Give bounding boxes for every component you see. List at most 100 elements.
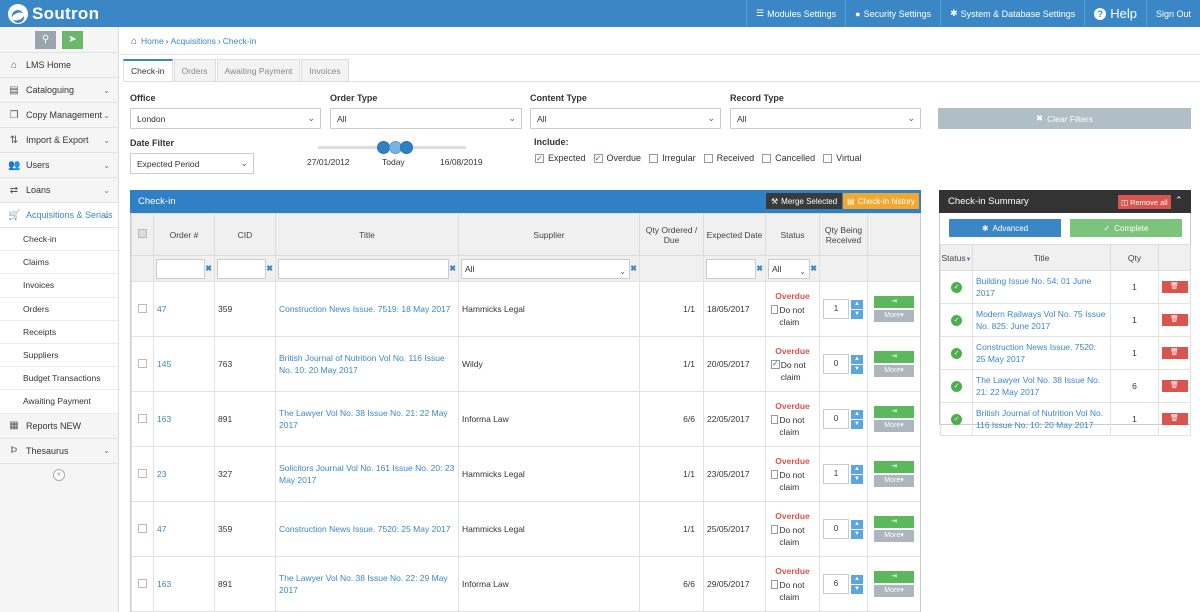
checkbox[interactable] <box>762 153 772 163</box>
quantity-input[interactable]: 0 <box>823 354 849 374</box>
order-type-select[interactable]: All ⌄ <box>330 108 522 129</box>
help-link[interactable]: ? Help <box>1084 0 1146 27</box>
search-button[interactable]: ⚲ <box>35 30 56 49</box>
date-filter-input[interactable] <box>706 258 756 279</box>
clear-filters-button[interactable]: ✖ Clear Filters <box>938 108 1191 129</box>
cid-filter-input[interactable] <box>217 258 266 279</box>
column-header[interactable]: Expected Date <box>703 213 766 256</box>
receive-button[interactable]: ⇥ <box>874 351 914 363</box>
breadcrumb-current[interactable]: Check-in <box>222 36 257 46</box>
decrement-icon[interactable]: ▼ <box>851 419 863 429</box>
sidebar-subitem-invoices[interactable]: Invoices <box>0 274 118 298</box>
announcement-button[interactable]: ➤ <box>62 30 83 49</box>
sidebar-item-acquisitions-serials[interactable]: 🛒 Acquisitions & Serials ⌄ <box>0 203 118 228</box>
do-not-claim-option[interactable]: Do not claim <box>769 524 816 548</box>
chevron-up-icon[interactable]: ⌃ <box>1175 195 1183 205</box>
quantity-input[interactable]: 0 <box>823 409 849 429</box>
increment-icon[interactable]: ▲ <box>851 354 863 364</box>
quantity-input[interactable]: 1 <box>823 299 849 319</box>
title-link[interactable]: British Journal of Nutrition Vol No. 116… <box>279 353 445 375</box>
checkbox[interactable]: ✓ <box>535 153 544 163</box>
sidebar-item-thesaurus[interactable]: Þ Thesaurus ⌄ <box>0 439 118 464</box>
row-checkbox[interactable] <box>138 358 147 368</box>
tab-awaiting-payment[interactable]: Awaiting Payment <box>216 59 301 81</box>
delete-button[interactable]: 🗑 <box>1161 380 1188 392</box>
row-checkbox[interactable] <box>138 578 147 588</box>
column-header[interactable]: Supplier <box>458 213 640 256</box>
checkbox[interactable] <box>771 469 779 479</box>
sidebar-item-import-export[interactable]: ⇅ Import & Export ⌄ <box>0 128 118 153</box>
checkbox[interactable]: ✓ <box>593 153 603 163</box>
content-type-select[interactable]: All ⌄ <box>530 108 721 129</box>
sidebar-item-cataloguing[interactable]: ▤ Cataloguing ⌄ <box>0 78 118 103</box>
slider-end-handle[interactable] <box>400 141 413 154</box>
column-header[interactable]: CID <box>214 213 276 256</box>
sidebar-item-users[interactable]: 👥 Users ⌄ <box>0 153 118 178</box>
column-header[interactable]: Qty Ordered / Due <box>639 213 704 256</box>
increment-icon[interactable]: ▲ <box>851 464 863 474</box>
summary-title-link[interactable]: The Lawyer Vol No. 38 Issue No. 21: 22 M… <box>976 375 1101 397</box>
more-button[interactable]: More▾ <box>874 420 914 432</box>
clear-icon[interactable]: ✖ <box>810 263 817 273</box>
checkbox[interactable] <box>823 153 833 163</box>
summary-title-link[interactable]: Building Issue No. 54: 01 June 2017 <box>976 276 1092 298</box>
breadcrumb-acquisitions[interactable]: Acquisitions <box>170 36 216 46</box>
order-link[interactable]: 163 <box>153 556 215 612</box>
summary-title-link[interactable]: British Journal of Nutrition Vol No. 116… <box>976 408 1104 430</box>
sidebar-item-copy-management[interactable]: ❐ Copy Management ⌄ <box>0 103 118 128</box>
checkbox[interactable] <box>649 153 659 163</box>
column-header[interactable]: Status <box>765 213 820 256</box>
increment-icon[interactable]: ▲ <box>851 574 863 584</box>
decrement-icon[interactable]: ▼ <box>851 309 863 319</box>
more-button[interactable]: More▾ <box>874 365 914 377</box>
tab-orders[interactable]: Orders <box>173 59 216 81</box>
receive-button[interactable]: ⇥ <box>874 296 914 308</box>
column-header[interactable]: Title <box>275 213 459 256</box>
delete-button[interactable]: 🗑 <box>1161 281 1188 293</box>
column-header[interactable]: Title <box>972 244 1111 271</box>
summary-title-link[interactable]: Modern Railways Vol No. 75 Issue No. 825… <box>976 309 1106 331</box>
sidebar-subitem-receipts[interactable]: Receipts <box>0 320 118 344</box>
order-link[interactable]: 163 <box>153 391 215 447</box>
breadcrumb-home[interactable]: Home <box>141 36 164 46</box>
security-settings-link[interactable]: ● Security Settings <box>845 0 940 27</box>
delete-button[interactable]: 🗑 <box>1161 347 1188 359</box>
sidebar-subitem-awaiting-payment[interactable]: Awaiting Payment <box>0 390 118 414</box>
sign-out-link[interactable]: Sign Out <box>1145 0 1200 27</box>
receive-button[interactable]: ⇥ <box>874 461 914 473</box>
column-header[interactable]: Status▼ <box>940 244 973 271</box>
supplier-filter-select[interactable]: All ⌄ <box>461 258 630 279</box>
summary-title-link[interactable]: Construction News Issue. 7520: 25 May 20… <box>976 342 1097 364</box>
more-button[interactable]: More▾ <box>874 310 914 322</box>
column-header[interactable]: Qty <box>1110 244 1159 271</box>
column-header[interactable]: Order # <box>153 213 215 256</box>
decrement-icon[interactable]: ▼ <box>851 584 863 594</box>
checkbox[interactable] <box>771 579 779 589</box>
checkin-history-button[interactable]: ▤ Check-in history <box>843 193 919 209</box>
row-checkbox[interactable] <box>138 468 147 478</box>
record-type-select[interactable]: All ⌄ <box>730 108 921 129</box>
delete-button[interactable]: 🗑 <box>1161 413 1188 425</box>
sidebar-subitem-claims[interactable]: Claims <box>0 251 118 275</box>
soutron-logo[interactable]: Soutron <box>8 3 99 24</box>
row-checkbox[interactable] <box>138 303 147 313</box>
quantity-input[interactable]: 0 <box>823 519 849 539</box>
do-not-claim-option[interactable]: Do not claim <box>769 579 816 603</box>
quantity-input[interactable]: 6 <box>823 574 849 594</box>
row-checkbox[interactable] <box>138 523 147 533</box>
complete-button[interactable]: ✓ Complete <box>1070 219 1182 237</box>
clear-icon[interactable]: ✖ <box>630 263 637 273</box>
checkbox[interactable] <box>771 304 779 314</box>
checkbox[interactable] <box>771 414 779 424</box>
sidebar-subitem-budget-transactions[interactable]: Budget Transactions <box>0 367 118 391</box>
select-all-checkbox[interactable] <box>138 229 147 238</box>
increment-icon[interactable]: ▲ <box>851 519 863 529</box>
select-all-header[interactable] <box>131 213 154 256</box>
decrement-icon[interactable]: ▼ <box>851 529 863 539</box>
office-select[interactable]: London ⌄ <box>130 108 321 129</box>
receive-button[interactable]: ⇥ <box>874 406 914 418</box>
order-link[interactable]: 145 <box>153 336 215 392</box>
title-link[interactable]: The Lawyer Vol No. 38 Issue No. 21: 22 M… <box>279 408 448 430</box>
more-button[interactable]: More▾ <box>874 475 914 487</box>
include-overdue-option[interactable]: ✓ Overdue <box>593 153 641 163</box>
